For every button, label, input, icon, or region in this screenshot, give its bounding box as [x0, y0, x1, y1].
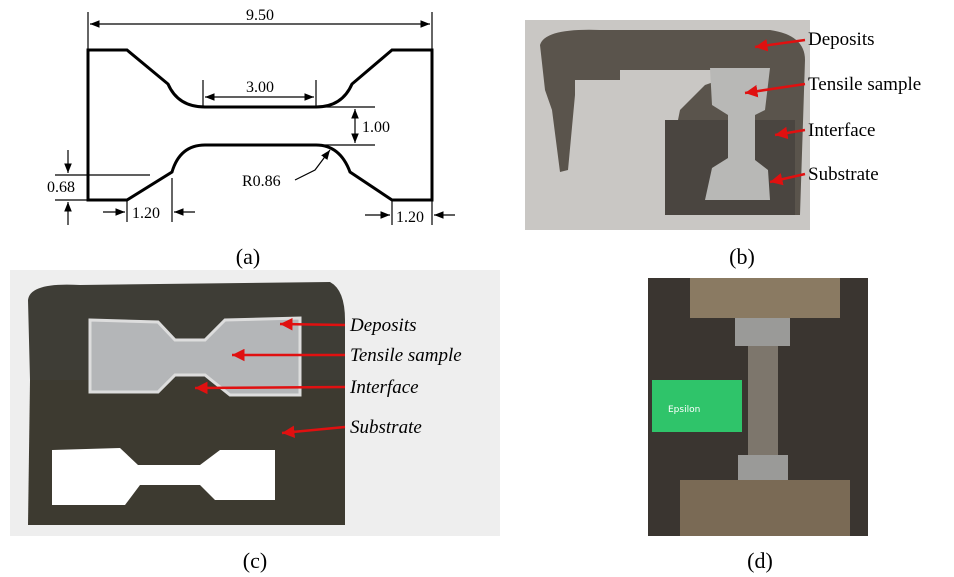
panel-label: (a): [236, 244, 260, 269]
dimension-label: R0.86: [242, 173, 281, 190]
arrow: [195, 387, 345, 388]
annotation: Deposits: [349, 315, 417, 336]
nut: [735, 318, 790, 346]
annotation: Interface: [808, 120, 876, 141]
panel-label: (b): [729, 244, 755, 269]
rod: [748, 346, 778, 466]
panel-label: (c): [243, 548, 267, 573]
panel-d: Epsilon (d): [648, 278, 868, 573]
annotation: Substrate: [808, 164, 879, 185]
annotation: Deposits: [808, 29, 875, 50]
panel-a: 9.50 3.00 1.00 0.68 1.20 1.20 R0.86 (a): [47, 7, 455, 269]
figure: 9.50 3.00 1.00 0.68 1.20 1.20 R0.86 (a) …: [0, 0, 954, 577]
upper-grip: [690, 278, 840, 318]
lower-grip: [680, 480, 850, 536]
dimension-label: 3.00: [246, 79, 274, 96]
panel-b: Deposits Tensile sample Interface Substr…: [525, 20, 921, 269]
annotation: Substrate: [350, 417, 422, 438]
annotation: Tensile sample: [350, 345, 462, 366]
dimension-label: 1.20: [396, 209, 424, 226]
dimension-label: 1.20: [132, 205, 160, 222]
dimension-lines: [55, 12, 455, 225]
dimension-label: 0.68: [47, 179, 75, 196]
arrow: [280, 324, 345, 325]
dimension-label: 1.00: [362, 119, 390, 136]
panel-c: Deposits Tensile sample Interface Substr…: [10, 270, 500, 573]
device-text: Epsilon: [668, 405, 700, 415]
annotation: Tensile sample: [808, 74, 921, 95]
annotation: Interface: [349, 377, 419, 398]
panel-label: (d): [747, 548, 773, 573]
nut: [738, 455, 788, 480]
dimension-label: 9.50: [246, 7, 274, 24]
